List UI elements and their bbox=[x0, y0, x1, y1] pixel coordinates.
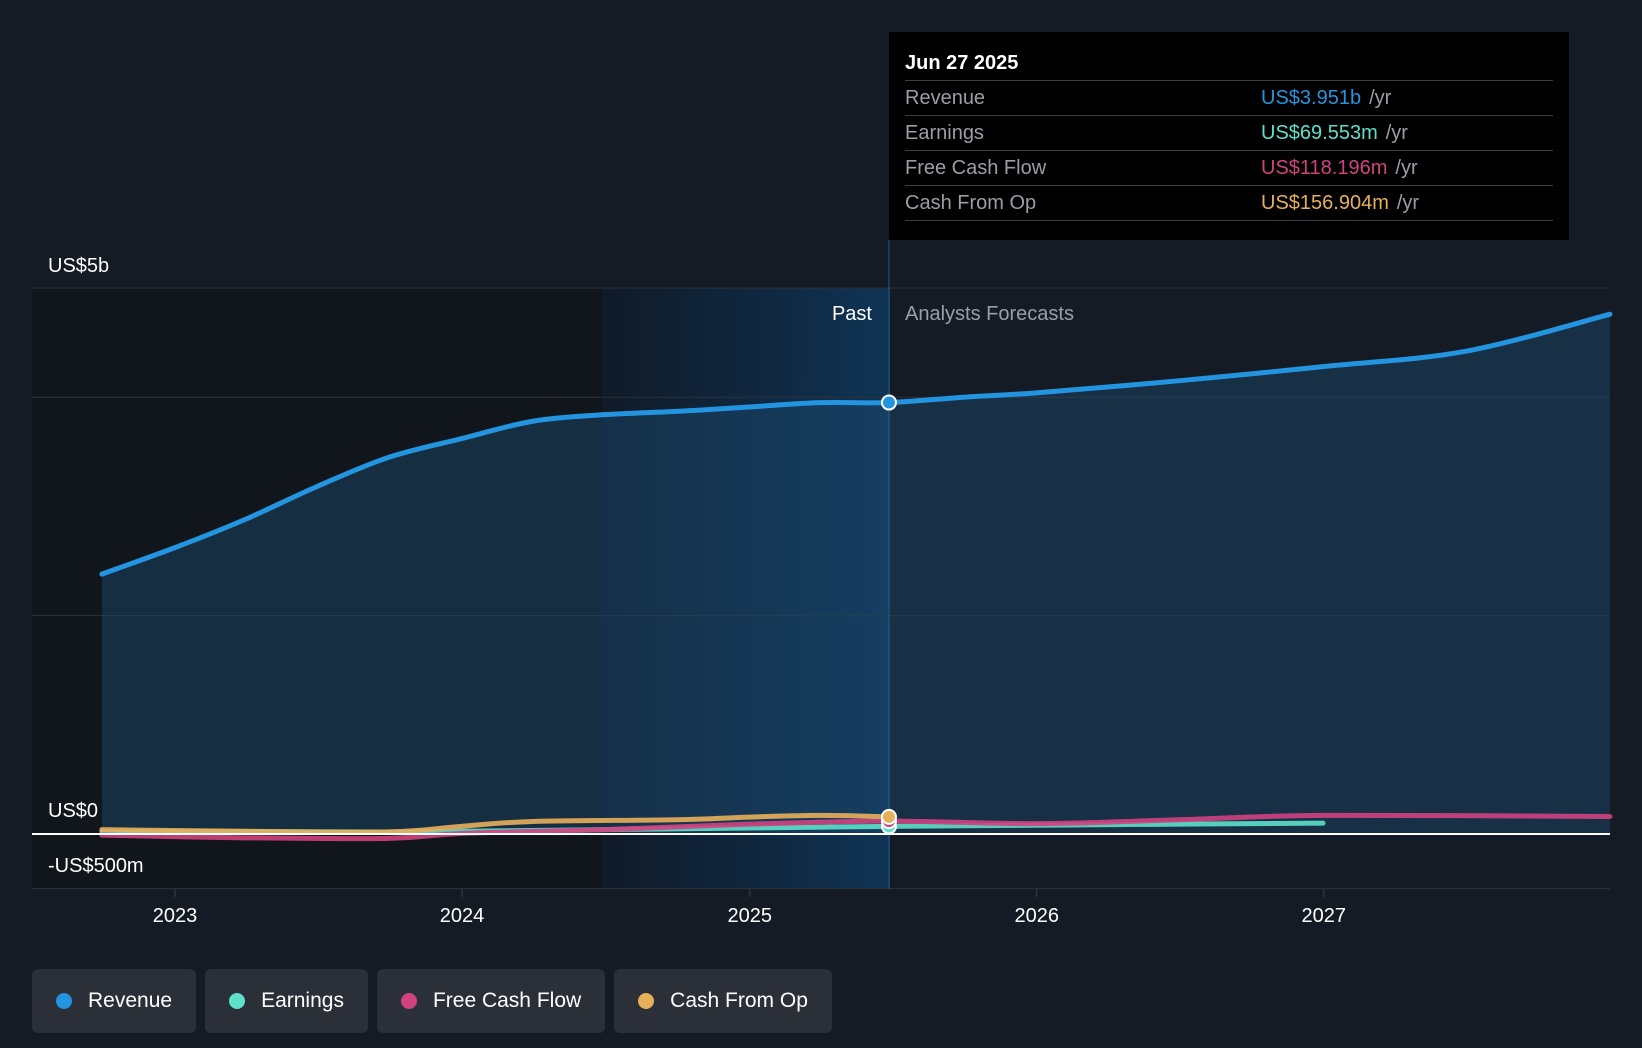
x-tick-label: 2025 bbox=[728, 905, 773, 927]
tooltip-date: Jun 27 2025 bbox=[905, 52, 1019, 74]
tooltip-metric-unit: /yr bbox=[1396, 192, 1420, 214]
legend-label: Earnings bbox=[261, 989, 344, 1012]
forecast-label: Analysts Forecasts bbox=[905, 303, 1074, 325]
legend-dot-icon bbox=[56, 993, 72, 1009]
gridlines bbox=[32, 287, 1610, 890]
x-axis-ticks: 2023 2024 2025 2026 2027 bbox=[153, 889, 1346, 927]
series-lines bbox=[99, 311, 1613, 842]
legend-item-cash-from-op[interactable]: Cash From Op bbox=[614, 969, 832, 1033]
tooltip-metric-name: Revenue bbox=[905, 87, 986, 109]
tooltip-metric-name: Free Cash Flow bbox=[905, 157, 1047, 179]
revenue-area bbox=[101, 314, 1610, 834]
past-region-highlight bbox=[602, 288, 890, 889]
cash-from-op-marker[interactable] bbox=[880, 808, 897, 825]
free-cash-flow-line bbox=[99, 812, 1613, 842]
legend-item-revenue[interactable]: Revenue bbox=[32, 969, 197, 1033]
y-axis-label-bottom: -US$500m bbox=[48, 855, 144, 877]
tooltip-row: Revenue US$3.951b/yr bbox=[905, 80, 1553, 115]
past-label: Past bbox=[832, 303, 872, 325]
legend-dot-icon bbox=[638, 993, 655, 1009]
tooltip-metric-value: US$69.553m bbox=[1261, 122, 1378, 144]
x-tick-label: 2026 bbox=[1015, 905, 1060, 927]
legend-label: Revenue bbox=[88, 989, 173, 1012]
x-tick-label: 2024 bbox=[440, 905, 485, 927]
legend-label: Free Cash Flow bbox=[432, 989, 582, 1012]
tooltip-metric-unit: /yr bbox=[1395, 157, 1418, 179]
y-axis-label-zero: US$0 bbox=[48, 800, 98, 822]
tooltip-metric-unit: /yr bbox=[1385, 122, 1408, 144]
data-tooltip: Jun 27 2025 Revenue US$3.951b/yr Earnings U… bbox=[889, 32, 1569, 240]
tooltip-row: Free Cash Flow US$118.196m/yr bbox=[905, 150, 1553, 185]
x-tick-label: 2027 bbox=[1302, 905, 1347, 927]
tooltip-row: Earnings US$69.553m/yr bbox=[905, 115, 1553, 150]
tooltip-metric-name: Earnings bbox=[905, 122, 984, 144]
tooltip-metric-value: US$156.904m bbox=[1261, 192, 1389, 214]
tooltip-metric-unit: /yr bbox=[1369, 87, 1392, 109]
legend-label: Cash From Op bbox=[670, 989, 808, 1012]
series-markers bbox=[880, 394, 897, 835]
tooltip-metric-value: US$3.951b bbox=[1261, 87, 1362, 109]
legend-item-earnings[interactable]: Earnings bbox=[205, 969, 368, 1033]
tooltip-metric-value: US$118.196m bbox=[1261, 157, 1388, 179]
y-axis-label-top: US$5b bbox=[48, 255, 109, 277]
past-region-dark bbox=[32, 288, 602, 889]
x-tick-label: 2023 bbox=[153, 905, 198, 927]
revenue-line bbox=[99, 311, 1613, 577]
cash-from-op-line bbox=[99, 812, 892, 835]
tooltip-row: Cash From Op US$156.904m/yr bbox=[905, 185, 1553, 221]
tooltip-metric-name: Cash From Op bbox=[905, 192, 1037, 214]
legend: Revenue Earnings Free Cash Flow Cash From O… bbox=[32, 969, 832, 1033]
legend-dot-icon bbox=[400, 993, 417, 1009]
revenue-marker[interactable] bbox=[880, 394, 897, 411]
legend-dot-icon bbox=[229, 993, 246, 1009]
legend-item-free-cash-flow[interactable]: Free Cash Flow bbox=[376, 969, 606, 1033]
